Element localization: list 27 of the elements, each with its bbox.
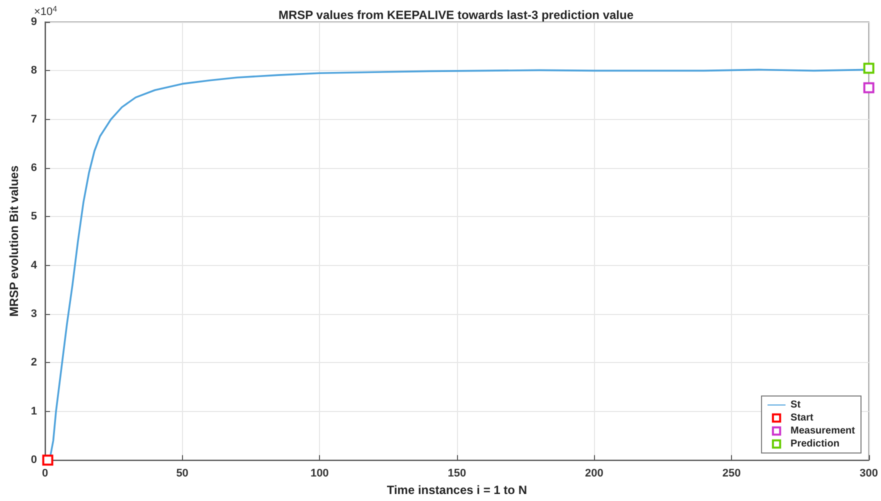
legend-label: Start bbox=[790, 412, 814, 424]
y-tick-label: 3 bbox=[30, 308, 38, 320]
legend-label: Prediction bbox=[790, 438, 840, 450]
legend-label: St bbox=[790, 400, 802, 410]
x-tick-label: 100 bbox=[310, 468, 329, 480]
point bbox=[42, 454, 54, 466]
point bbox=[863, 62, 874, 74]
point bbox=[863, 82, 874, 94]
y-tick-label: 6 bbox=[30, 162, 38, 174]
y-tick-label: 2 bbox=[30, 356, 38, 369]
x-tick-label: 50 bbox=[176, 468, 188, 480]
x-tick-label: 150 bbox=[448, 468, 466, 480]
y-tick-label: 7 bbox=[30, 113, 38, 126]
y-axis-title: MRSP evolution Bit values bbox=[7, 165, 21, 317]
legend-label: Measurement bbox=[790, 426, 856, 436]
y-tick-label: 4 bbox=[30, 259, 38, 272]
x-tick-label: 0 bbox=[42, 468, 48, 480]
y-tick-label: 5 bbox=[30, 210, 38, 223]
x-tick-label: 300 bbox=[860, 468, 878, 480]
x-axis-title: Time instances i = 1 to N bbox=[386, 483, 528, 497]
y-tick-label: 0 bbox=[30, 454, 38, 466]
y-tick-label: 9 bbox=[30, 16, 38, 28]
y-tick-label: 8 bbox=[30, 64, 38, 77]
y-tick-label: 1 bbox=[30, 405, 38, 418]
x-tick-label: 200 bbox=[585, 468, 604, 480]
chart-title: MRSP values from KEEPALIVE towards last-3 prediction value bbox=[278, 8, 634, 22]
x-tick-label: 250 bbox=[722, 468, 741, 480]
